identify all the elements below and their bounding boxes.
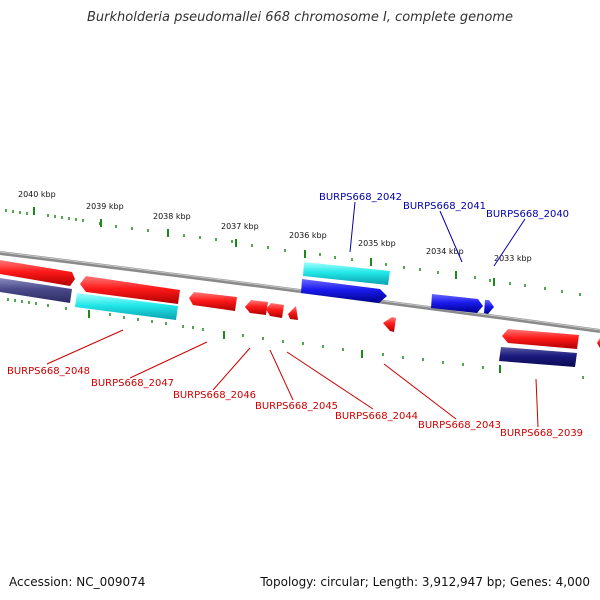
gene-reverse-red-2045b (266, 303, 284, 318)
gene-label-burps668-2042: BURPS668_2042 (319, 192, 402, 203)
gene-label-burps668-2039: BURPS668_2039 (500, 428, 583, 439)
leader-burps668-2047 (129, 341, 208, 379)
kbp-label-2040: 2040 kbp (18, 190, 56, 199)
gene-reverse-red-2047 (80, 276, 180, 304)
gene-labels-bottom: BURPS668_2048 BURPS668_2047 BURPS668_204… (7, 329, 583, 439)
gene-label-burps668-2048: BURPS668_2048 (7, 366, 90, 377)
leader-burps668-2046 (212, 347, 251, 391)
gene-reverse-red-2046 (189, 292, 237, 311)
leader-burps668-2040 (493, 218, 526, 267)
kbp-label-2038: 2038 kbp (153, 212, 191, 221)
gene-reverse-red-2044 (288, 306, 298, 320)
gene-forward-blue-2042 (301, 279, 387, 303)
lower-minor-ticks (7, 298, 584, 379)
upper-major-ticks (33, 207, 495, 286)
kbp-label-2034: 2034 kbp (426, 247, 464, 256)
kbp-label-2036: 2036 kbp (289, 231, 327, 240)
gene-reverse-red-2045 (245, 300, 268, 315)
topology-summary: Topology: circular; Length: 3,912,947 bp… (260, 575, 590, 589)
map-title: Burkholderia pseudomallei 668 chromosome… (86, 10, 514, 25)
leader-burps668-2041 (439, 210, 463, 263)
leader-burps668-2043 (383, 363, 457, 420)
gene-label-burps668-2041: BURPS668_2041 (403, 201, 486, 212)
gene-labels-top: BURPS668_2042 BURPS668_2041 BURPS668_204… (319, 192, 569, 267)
gene-label-burps668-2045: BURPS668_2045 (255, 401, 338, 412)
leader-burps668-2039 (535, 378, 539, 428)
chromosome-backbone-highlight (0, 251, 600, 331)
gene-label-burps668-2047: BURPS668_2047 (91, 378, 174, 389)
gene-label-burps668-2040: BURPS668_2040 (486, 209, 569, 220)
leader-burps668-2045 (269, 349, 294, 401)
kbp-label-2035: 2035 kbp (358, 239, 396, 248)
lower-major-ticks (88, 310, 501, 373)
gene-reverse-red-2043 (383, 317, 396, 332)
gene-reverse-navy-2039 (499, 347, 577, 367)
gene-forward-blue-2041 (431, 294, 483, 313)
gene-label-burps668-2044: BURPS668_2044 (335, 411, 418, 422)
kbp-label-2033: 2033 kbp (494, 254, 532, 263)
leader-burps668-2042 (349, 201, 356, 253)
leader-burps668-2044 (286, 351, 374, 410)
chromosome-backbone (0, 251, 600, 333)
kbp-labels: 2040 kbp 2039 kbp 2038 kbp 2037 kbp 2036… (18, 190, 532, 263)
gene-label-burps668-2043: BURPS668_2043 (418, 420, 501, 431)
gene-reverse-red-2039 (502, 329, 579, 349)
leader-burps668-2048 (46, 329, 124, 365)
gene-forward-red-left (0, 260, 75, 286)
gene-faded-left (0, 278, 72, 303)
kbp-label-2037: 2037 kbp (221, 222, 259, 231)
gene-rna-cyan-2042 (303, 262, 390, 285)
gene-reverse-red-edge (597, 338, 600, 348)
gene-rna-cyan-2047 (75, 293, 178, 320)
lower-ticks (7, 298, 584, 379)
accession-label: Accession: NC_009074 (9, 575, 146, 589)
kbp-scale-ticks (5, 207, 581, 296)
upper-minor-ticks (5, 209, 581, 296)
gene-label-burps668-2046: BURPS668_2046 (173, 390, 256, 401)
gene-forward-blue-2040 (484, 300, 494, 314)
kbp-label-2039: 2039 kbp (86, 202, 124, 211)
